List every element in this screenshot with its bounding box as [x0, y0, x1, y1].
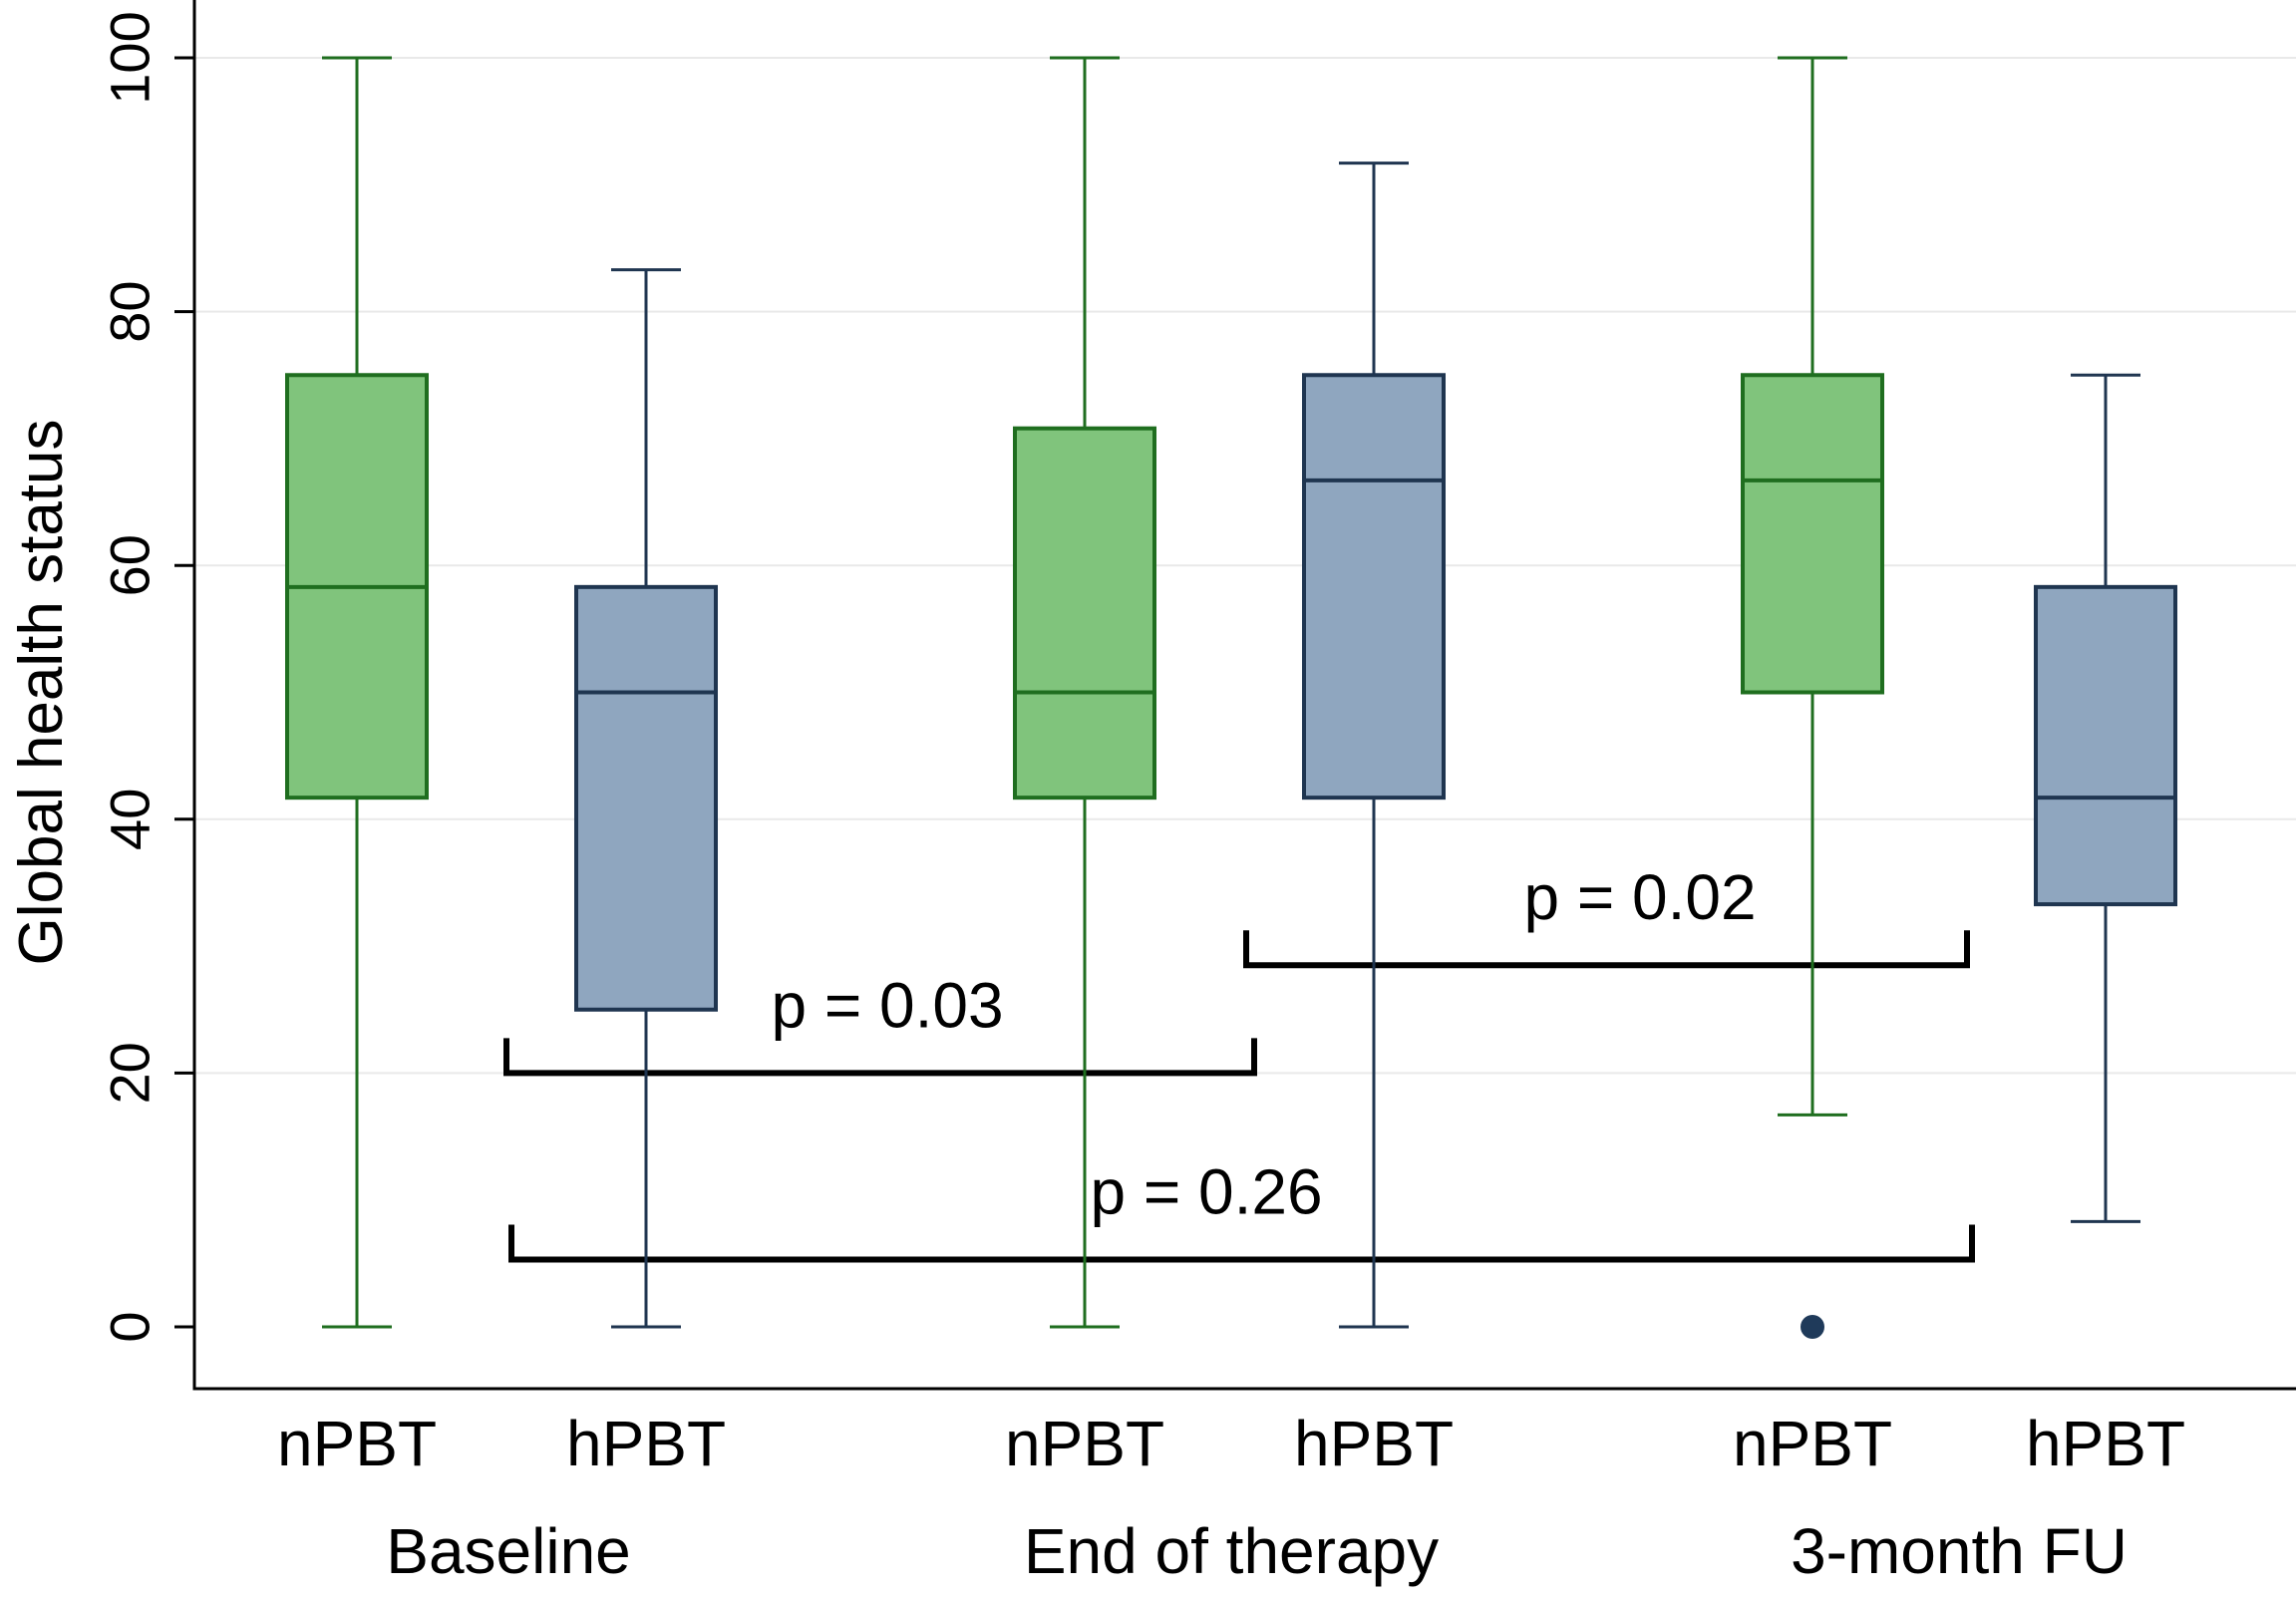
box-1-npbt-iqr-box	[1013, 426, 1156, 800]
group-label-2: 3-month FU	[1791, 1515, 2128, 1587]
p-bracket-1	[1243, 930, 1970, 969]
group-label-1: End of therapy	[1024, 1515, 1439, 1587]
axis-lines	[192, 0, 2296, 1391]
group-label-0: Baseline	[386, 1515, 631, 1587]
p-bracket-2	[508, 1224, 1975, 1263]
box-0-hpbt-iqr-box	[574, 584, 718, 1012]
y-tick-label-40: 40	[99, 789, 162, 850]
y-tick-label-80: 80	[99, 280, 162, 342]
bracket-layer: p = 0.03 p = 0.02 p = 0.26	[503, 861, 1975, 1263]
p-value-label-1: p = 0.02	[1523, 861, 1756, 933]
box-layer	[285, 56, 2177, 1339]
p-value-label-2: p = 0.26	[1090, 1156, 1322, 1228]
y-tick-label-60: 60	[99, 534, 162, 596]
y-axis-title: Global health status	[7, 419, 76, 965]
box-2-hpbt-category-label: hPBT	[2026, 1408, 2185, 1479]
box-1-npbt-category-label: nPBT	[1005, 1408, 1164, 1479]
box-2-npbt-iqr-box	[1741, 373, 1884, 695]
y-tick-label-0: 0	[99, 1311, 162, 1342]
box-2-npbt-category-label: nPBT	[1733, 1408, 1892, 1479]
box-2-npbt-outlier-0	[1801, 1315, 1824, 1339]
box-2-hpbt-iqr-box	[2034, 584, 2177, 907]
box-1-hpbt-iqr-box	[1302, 373, 1446, 800]
box-0-hpbt-category-label: hPBT	[566, 1408, 726, 1479]
box-0-npbt-category-label: nPBT	[277, 1408, 437, 1479]
p-value-label-0: p = 0.03	[771, 969, 1003, 1041]
axis-layer: 0 20 40 60 80 100 nPBT hPBT Baseline nPBT hPBT End …	[99, 0, 2296, 1587]
y-tick-label-20: 20	[99, 1042, 162, 1104]
box-1-hpbt-category-label: hPBT	[1294, 1408, 1454, 1479]
grid-layer	[194, 57, 2296, 1075]
p-bracket-0	[503, 1038, 1257, 1077]
y-tick-label-100: 100	[99, 11, 162, 104]
